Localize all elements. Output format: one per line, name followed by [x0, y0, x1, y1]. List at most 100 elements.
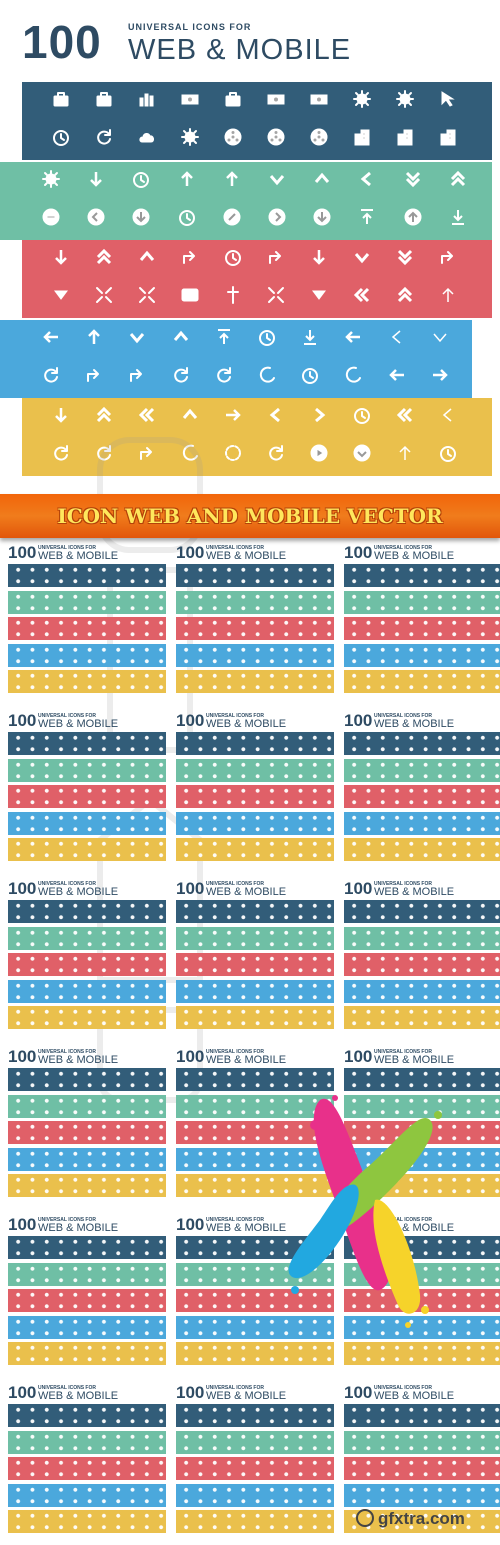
preview-title: WEB & MOBILE [374, 718, 455, 730]
arrow-uturn-icon [128, 366, 146, 384]
preview-title: WEB & MOBILE [206, 886, 287, 898]
preview-icon-band [8, 1457, 166, 1480]
preview-icon-band [8, 643, 166, 667]
preview-icon-band [8, 564, 166, 587]
preview-icon-band [176, 758, 334, 782]
building-icon [353, 128, 371, 146]
preview-icon-band [8, 1068, 166, 1091]
preview-icon-band [8, 1315, 166, 1339]
preview-icon-band [176, 1068, 334, 1091]
arrow-up-icon [223, 170, 241, 188]
preview-icon-band [344, 1510, 500, 1533]
preview-icon-band [8, 1006, 166, 1029]
preview-title: WEB & MOBILE [374, 1054, 455, 1066]
preview-icon-band [176, 670, 334, 693]
preview-subtitle: UNIVERSAL ICONS FOR [206, 881, 264, 887]
preview-subtitle: UNIVERSAL ICONS FOR [206, 1385, 264, 1391]
preview-icon-band [8, 590, 166, 614]
arrow-up-bold-icon [85, 328, 103, 346]
preview-subtitle: UNIVERSAL ICONS FOR [38, 1049, 96, 1055]
preview-icon-band [344, 732, 500, 755]
preview-subtitle: UNIVERSAL ICONS FOR [374, 1217, 432, 1223]
toolbox-icon [224, 90, 242, 108]
preview-icon-band [176, 1147, 334, 1171]
office-icon [396, 128, 414, 146]
chevron-left-solid-icon [358, 170, 376, 188]
preview-icon-band [176, 1289, 334, 1312]
timer-icon [439, 444, 457, 462]
preview-icon-band [176, 979, 334, 1003]
24h-icon: 24 [181, 286, 199, 304]
preview-icon-band [344, 758, 500, 782]
arrow-up-thin-icon [439, 286, 457, 304]
icon-band-blue [0, 320, 472, 398]
preview-icon-band [344, 1430, 500, 1454]
preview-icon-band [176, 1006, 334, 1029]
preview-title: WEB & MOBILE [38, 1390, 119, 1402]
preview-icon-band [176, 1236, 334, 1259]
preview-icon-band [344, 979, 500, 1003]
preview-icon-band [344, 590, 500, 614]
double-chevron-up-icon [449, 170, 467, 188]
preview-subtitle: UNIVERSAL ICONS FOR [206, 713, 264, 719]
hook-icon [258, 366, 276, 384]
cursor-icon [439, 90, 457, 108]
preview-icon-band [8, 926, 166, 950]
factory-icon [439, 128, 457, 146]
moon-icon [344, 366, 362, 384]
preview-icon-band [344, 1404, 500, 1427]
preview-icon-band [8, 838, 166, 861]
stopwatch-icon [224, 248, 242, 266]
preview-icon-band [176, 1404, 334, 1427]
preview-icon-band [8, 670, 166, 693]
preview-number: 100 [8, 1215, 37, 1234]
preview-icon-band [8, 1483, 166, 1507]
preview-subtitle: UNIVERSAL ICONS FOR [38, 1217, 96, 1223]
preview-title: WEB & MOBILE [38, 718, 119, 730]
preview-subtitle: UNIVERSAL ICONS FOR [38, 545, 96, 551]
preview-icon-band [8, 1289, 166, 1312]
chevron-left-outline-icon [439, 406, 457, 424]
preview-icon-band [176, 1457, 334, 1480]
arc-icon [181, 444, 199, 462]
clock-pie-icon [258, 328, 276, 346]
clock-icon [132, 170, 150, 188]
preview-icon-band [176, 953, 334, 976]
cycle-square-icon [42, 366, 60, 384]
preview-title: WEB & MOBILE [374, 550, 455, 562]
preview-icon-band [176, 564, 334, 587]
header-number: 100 [22, 16, 102, 68]
preview-title: WEB & MOBILE [206, 550, 287, 562]
arrow-down-icon [87, 170, 105, 188]
preview-number: 100 [344, 879, 373, 898]
preview-icon-band [344, 900, 500, 923]
icon-band-red: 24 [22, 240, 492, 318]
arrow-down-icon [310, 248, 328, 266]
chevron-left-bold-icon [267, 406, 285, 424]
preview-number: 100 [8, 1383, 37, 1402]
preview-icon-band [176, 785, 334, 808]
arrow-down-circle-icon [313, 208, 331, 226]
double-chevron-left-outline-icon [396, 406, 414, 424]
preview-icon-band [176, 900, 334, 923]
preview-icon-band [344, 564, 500, 587]
preview-icon-band [344, 1483, 500, 1507]
preview-icon-band [176, 1510, 334, 1533]
refresh-left-icon [52, 444, 70, 462]
triple-chevron-up-icon [396, 286, 414, 304]
double-chevron-up-bold-icon [95, 406, 113, 424]
arrow-up-left-icon [178, 170, 196, 188]
chevron-down-circle-icon [353, 444, 371, 462]
preview-number: 100 [176, 1383, 205, 1402]
preview-subtitle: UNIVERSAL ICONS FOR [374, 713, 432, 719]
cash-icon [267, 90, 285, 108]
preview-icon-band [344, 1094, 500, 1118]
preview-number: 100 [8, 711, 37, 730]
preview-number: 100 [344, 1383, 373, 1402]
preview-icon-band [8, 732, 166, 755]
